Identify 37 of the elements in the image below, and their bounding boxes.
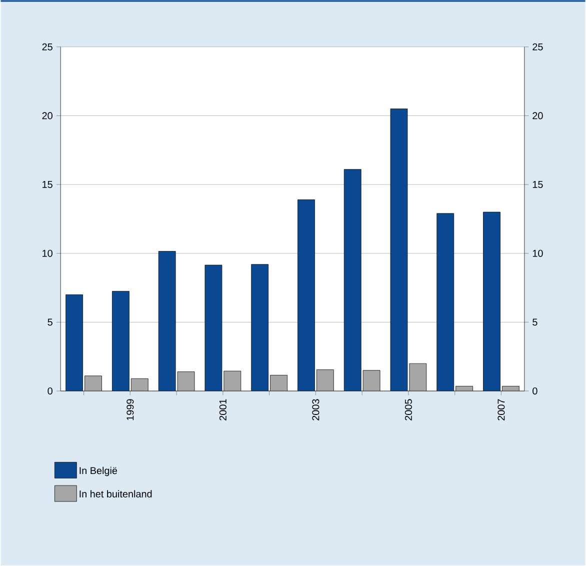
x-tick-label: 2001 — [219, 399, 226, 421]
y-tick-label: 0 — [532, 388, 538, 395]
bar — [178, 372, 194, 392]
bar — [251, 264, 268, 392]
x-tick-label: 1999 — [126, 399, 134, 420]
y2-tick-label: 25 — [42, 44, 52, 51]
bar — [66, 294, 83, 392]
bar — [363, 370, 380, 392]
bar — [204, 265, 222, 392]
y2-tick-label: 5 — [48, 318, 52, 326]
y-tick-label: 5 — [532, 318, 538, 326]
legend-label: In België — [80, 467, 118, 476]
bar — [298, 200, 315, 392]
bar — [483, 212, 500, 392]
y2-tick-label: 10 — [42, 250, 52, 258]
y2-tick-label: 15 — [42, 181, 52, 188]
x-tick-label: 2003 — [312, 399, 320, 421]
y2-tick-label: 0 — [48, 388, 52, 395]
y-tick-label: 25 — [532, 44, 543, 51]
x-tick-label: 2007 — [498, 399, 505, 421]
bar — [409, 364, 426, 392]
bar — [158, 252, 176, 392]
bar — [390, 109, 408, 392]
bar — [131, 378, 148, 392]
bar — [224, 371, 241, 392]
bar — [84, 376, 102, 392]
x-tick-label: 2005 — [404, 399, 412, 421]
bar — [436, 214, 454, 392]
y2-tick-label: 20 — [42, 112, 52, 120]
legend-label: In het buitenland — [80, 490, 152, 498]
bar — [316, 370, 334, 392]
y-tick-label: 15 — [532, 181, 543, 188]
y-tick-label: 20 — [532, 112, 543, 120]
y-tick-label: 10 — [532, 250, 543, 258]
bar — [270, 375, 288, 392]
bar — [344, 170, 362, 392]
bar — [112, 291, 130, 392]
